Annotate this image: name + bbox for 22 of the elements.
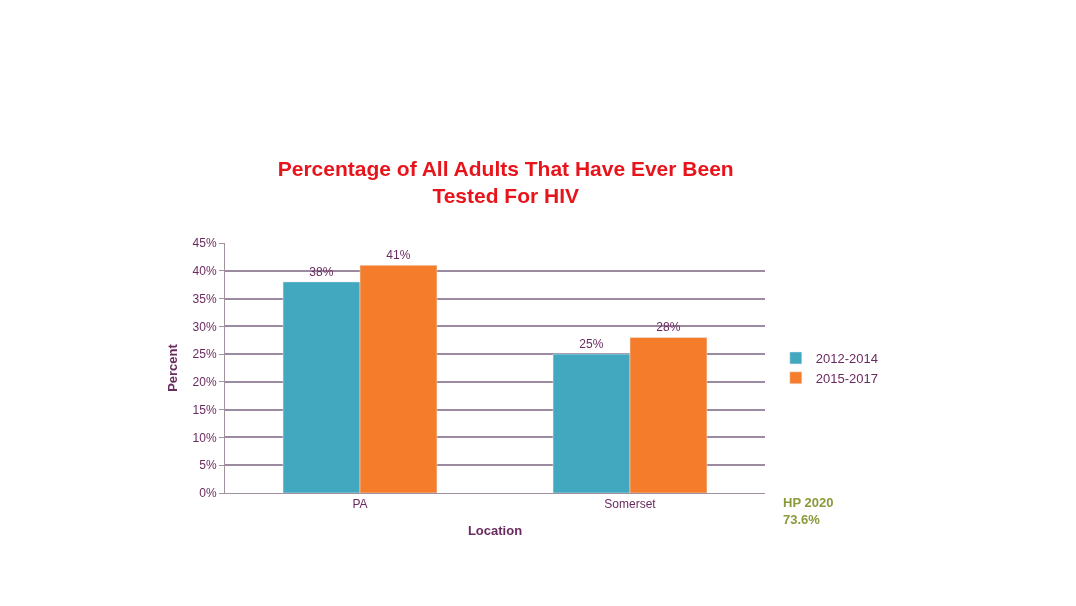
y-tick-label: 30%: [192, 319, 217, 334]
data-label: 25%: [579, 337, 604, 352]
legend-label: 2015-2017: [815, 370, 878, 386]
data-label: 28%: [656, 320, 681, 335]
y-tick-label: 0%: [199, 486, 217, 501]
y-tick-label: 15%: [192, 402, 217, 417]
y-tick-label: 10%: [192, 430, 217, 445]
y-tick-label: 35%: [192, 291, 217, 306]
data-label: 38%: [309, 264, 334, 279]
x-tick-label: PA: [352, 497, 368, 512]
x-tick-label: Somerset: [604, 497, 657, 512]
y-tick-label: 20%: [192, 375, 217, 390]
y-tick-label: 5%: [199, 458, 217, 473]
y-tick-label: 25%: [192, 347, 217, 362]
data-label: 41%: [386, 248, 411, 263]
legend-label: 2012-2014: [815, 351, 878, 367]
y-axis-title: Percent: [164, 343, 180, 392]
y-tick-label: 45%: [192, 236, 217, 251]
text: HP 2020 73.6%: [783, 495, 834, 527]
x-axis-title: Location: [467, 523, 523, 538]
chart-title: Percentage of All Adults That Have Ever Been Tested For HIV: [277, 156, 734, 208]
y-tick-label: 40%: [192, 263, 217, 278]
